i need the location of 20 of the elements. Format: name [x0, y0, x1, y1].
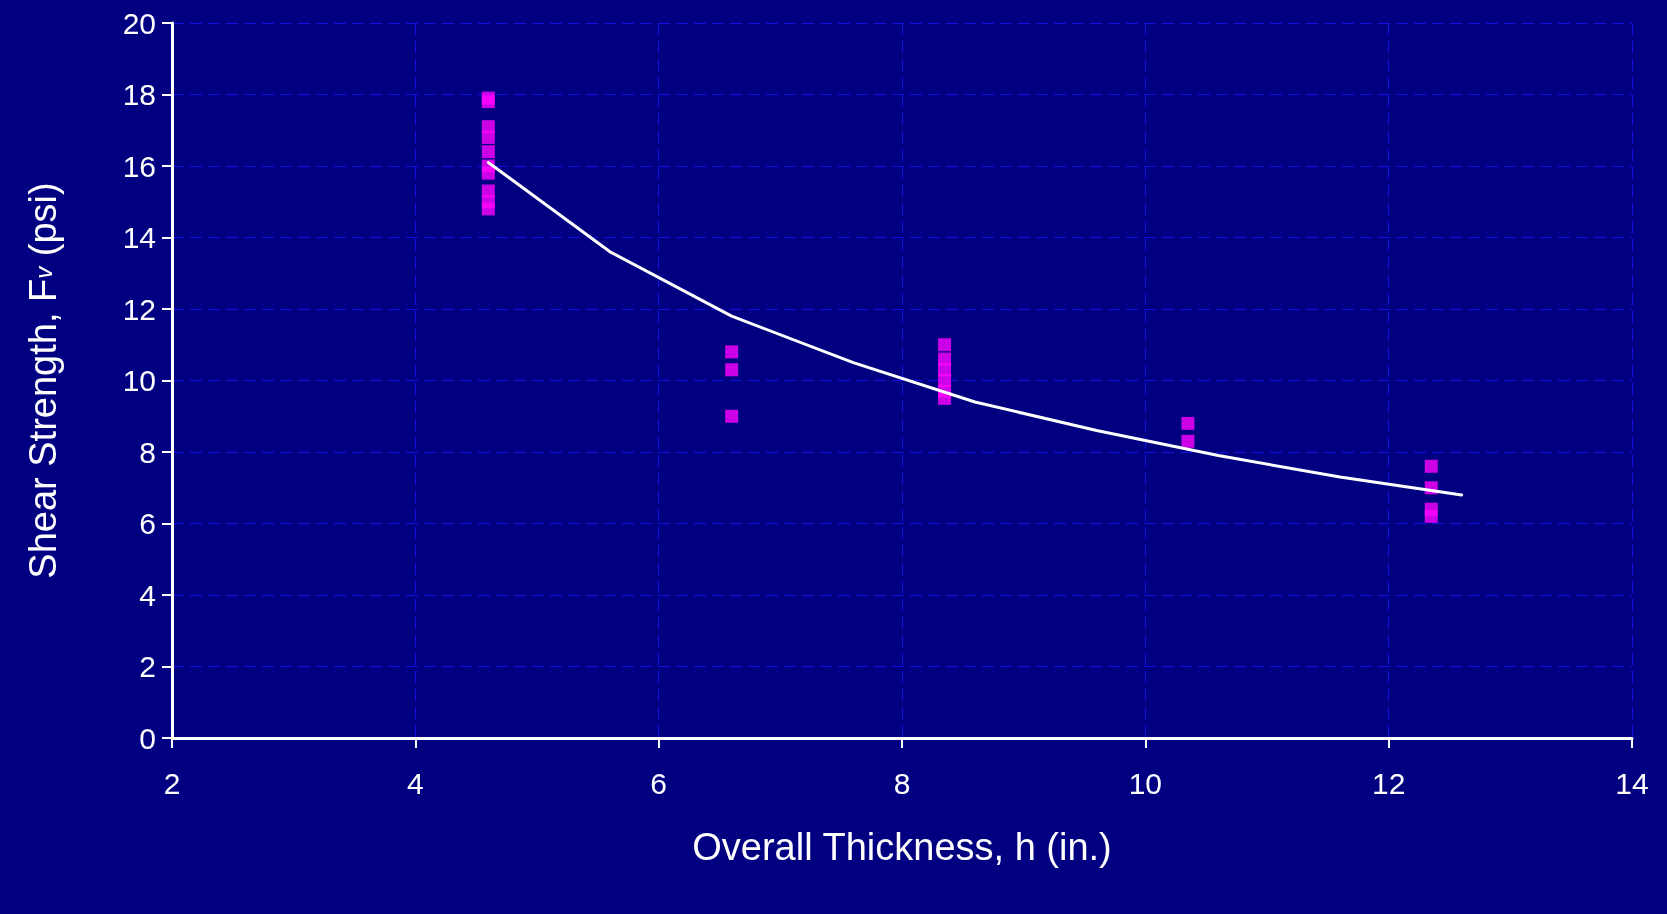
x-tick-label: 4	[406, 766, 424, 800]
x-tick-label: 2	[163, 766, 181, 800]
x-tick-label: 12	[1371, 766, 1406, 800]
x-axis-title: Overall Thickness, h (in.)	[692, 826, 1112, 868]
y-tick-label: 8	[139, 435, 156, 469]
y-tick-label: 6	[139, 507, 156, 540]
y-tick-label: 20	[122, 6, 156, 40]
y-tick-label: 0	[139, 721, 156, 755]
x-tick-label: 6	[650, 766, 668, 800]
x-tick-label: 14	[1615, 766, 1649, 800]
y-tick-label: 18	[122, 78, 156, 111]
y-tick-label: 16	[122, 149, 156, 183]
y-tick-label: 4	[139, 578, 156, 612]
y-tick-label: 12	[122, 292, 156, 326]
x-tick-label: 10	[1128, 766, 1163, 800]
y-axis-title: Shear Strength, Fv (psi)	[22, 182, 64, 579]
y-tick-label: 14	[122, 221, 156, 254]
y-tick-label: 2	[139, 650, 156, 683]
y-tick-label: 10	[122, 364, 156, 397]
x-tick-label: 8	[893, 766, 911, 800]
